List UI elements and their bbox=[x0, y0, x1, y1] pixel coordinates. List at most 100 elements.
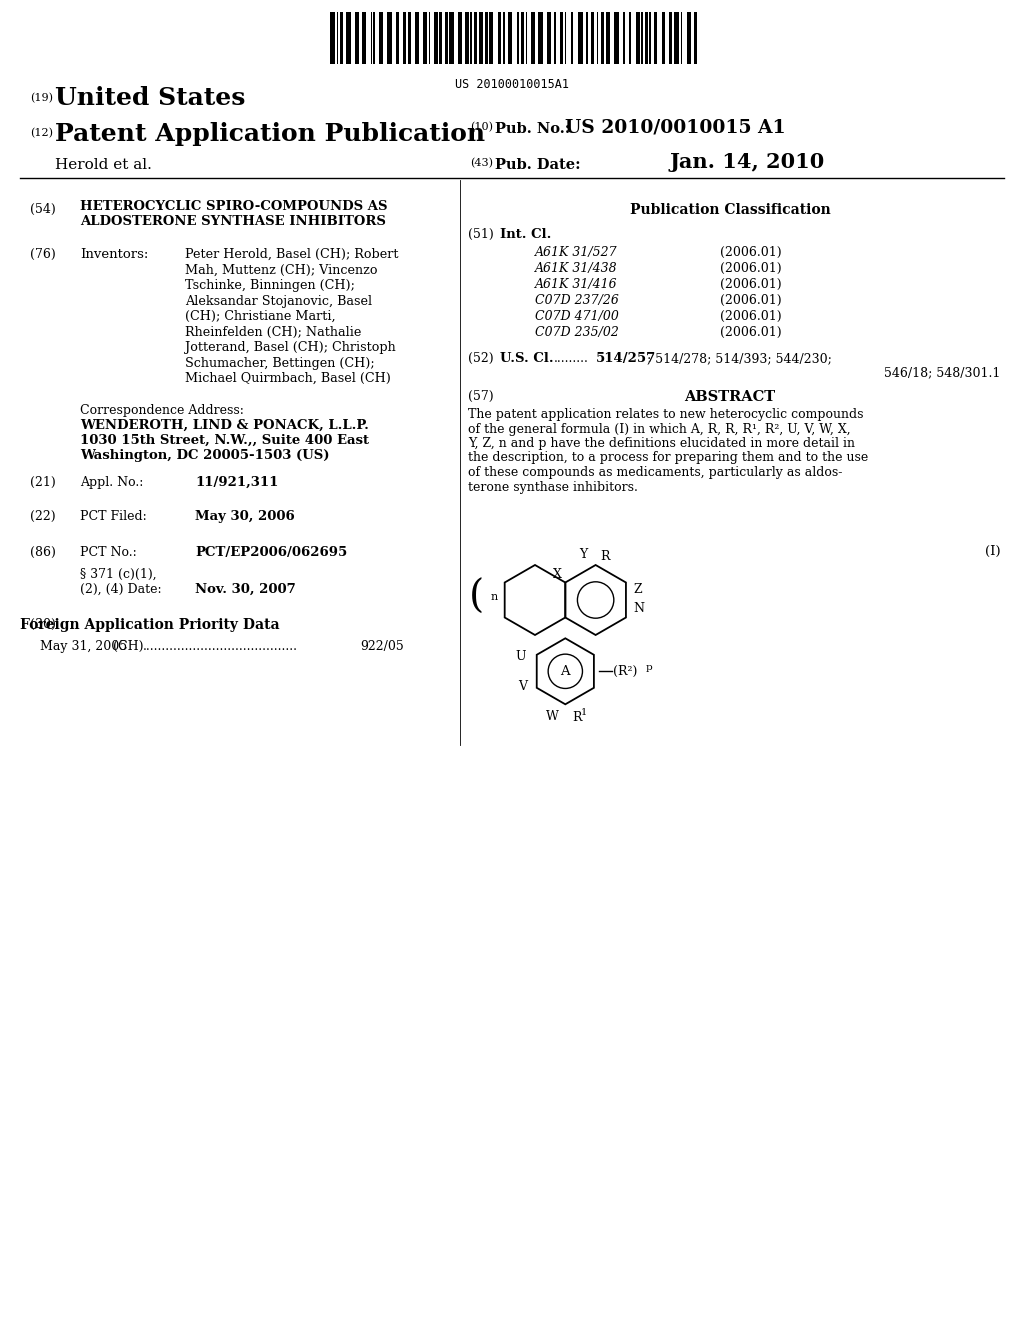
Bar bbox=[498, 12, 501, 63]
Text: Rheinfelden (CH); Nathalie: Rheinfelden (CH); Nathalie bbox=[185, 326, 361, 338]
Text: n: n bbox=[490, 591, 498, 602]
Text: Publication Classification: Publication Classification bbox=[630, 203, 830, 216]
Text: May 31, 2005: May 31, 2005 bbox=[40, 640, 127, 653]
Text: (CH): (CH) bbox=[113, 640, 143, 653]
Bar bbox=[423, 12, 427, 63]
Text: (2006.01): (2006.01) bbox=[720, 310, 781, 323]
Text: (52): (52) bbox=[468, 352, 494, 366]
Bar bbox=[592, 12, 594, 63]
Text: PCT No.:: PCT No.: bbox=[80, 546, 137, 558]
Bar bbox=[649, 12, 651, 63]
Text: R: R bbox=[601, 550, 610, 564]
Bar bbox=[645, 12, 648, 63]
Bar bbox=[662, 12, 666, 63]
Text: (CH); Christiane Marti,: (CH); Christiane Marti, bbox=[185, 310, 336, 323]
Bar bbox=[601, 12, 604, 63]
Text: May 30, 2006: May 30, 2006 bbox=[195, 510, 295, 523]
Bar bbox=[521, 12, 524, 63]
Text: PCT/EP2006/062695: PCT/EP2006/062695 bbox=[195, 546, 347, 558]
Text: Appl. No.:: Appl. No.: bbox=[80, 477, 143, 488]
Text: Nov. 30, 2007: Nov. 30, 2007 bbox=[195, 583, 296, 597]
Text: Jotterand, Basel (CH); Christoph: Jotterand, Basel (CH); Christoph bbox=[185, 341, 395, 354]
Text: A61K 31/438: A61K 31/438 bbox=[535, 261, 617, 275]
Bar bbox=[614, 12, 618, 63]
Bar bbox=[547, 12, 551, 63]
Text: (2), (4) Date:: (2), (4) Date: bbox=[80, 583, 162, 597]
Bar bbox=[354, 12, 358, 63]
Text: Correspondence Address:: Correspondence Address: bbox=[80, 404, 244, 417]
Bar bbox=[564, 12, 566, 63]
Text: United States: United States bbox=[55, 86, 246, 110]
Text: terone synthase inhibitors.: terone synthase inhibitors. bbox=[468, 480, 638, 494]
Text: of the general formula (I) in which A, R, R, R¹, R², U, V, W, X,: of the general formula (I) in which A, R… bbox=[468, 422, 851, 436]
Text: Y, Z, n and p have the definitions elucidated in more detail in: Y, Z, n and p have the definitions eluci… bbox=[468, 437, 855, 450]
Text: PCT Filed:: PCT Filed: bbox=[80, 510, 146, 523]
Bar bbox=[387, 12, 392, 63]
Text: Schumacher, Bettingen (CH);: Schumacher, Bettingen (CH); bbox=[185, 356, 375, 370]
Bar bbox=[337, 12, 338, 63]
Text: X: X bbox=[552, 568, 561, 581]
Bar bbox=[530, 12, 536, 63]
Text: 546/18; 548/301.1: 546/18; 548/301.1 bbox=[884, 366, 1000, 379]
Bar bbox=[330, 12, 335, 63]
Bar bbox=[503, 12, 506, 63]
Text: ........................................: ........................................ bbox=[143, 640, 298, 653]
Bar bbox=[539, 12, 543, 63]
Bar bbox=[508, 12, 512, 63]
Bar bbox=[630, 12, 632, 63]
Text: Michael Quirmbach, Basel (CH): Michael Quirmbach, Basel (CH) bbox=[185, 372, 391, 385]
Text: Herold et al.: Herold et al. bbox=[55, 158, 152, 172]
Text: (76): (76) bbox=[30, 248, 55, 261]
Text: Inventors:: Inventors: bbox=[80, 248, 148, 261]
Text: the description, to a process for preparing them and to the use: the description, to a process for prepar… bbox=[468, 451, 868, 465]
Text: Z: Z bbox=[634, 583, 642, 597]
Text: (2006.01): (2006.01) bbox=[720, 246, 781, 259]
Text: .........: ......... bbox=[554, 352, 589, 366]
Text: U.S. Cl.: U.S. Cl. bbox=[500, 352, 554, 366]
Bar bbox=[479, 12, 483, 63]
Text: ABSTRACT: ABSTRACT bbox=[684, 389, 775, 404]
Text: 1: 1 bbox=[581, 709, 587, 717]
Text: A61K 31/527: A61K 31/527 bbox=[535, 246, 617, 259]
Text: (: ( bbox=[469, 578, 484, 615]
Text: (57): (57) bbox=[468, 389, 494, 403]
Text: Patent Application Publication: Patent Application Publication bbox=[55, 121, 485, 147]
Text: p: p bbox=[645, 663, 652, 672]
Text: ; 514/278; 514/393; 544/230;: ; 514/278; 514/393; 544/230; bbox=[647, 352, 831, 366]
Text: (51): (51) bbox=[468, 228, 494, 242]
Text: Pub. No.:: Pub. No.: bbox=[495, 121, 570, 136]
Text: (86): (86) bbox=[30, 546, 56, 558]
Text: Foreign Application Priority Data: Foreign Application Priority Data bbox=[20, 618, 280, 632]
Bar bbox=[517, 12, 519, 63]
Text: U: U bbox=[516, 649, 526, 663]
Text: § 371 (c)(1),: § 371 (c)(1), bbox=[80, 568, 157, 581]
Bar bbox=[340, 12, 343, 63]
Text: (43): (43) bbox=[470, 158, 493, 169]
Bar bbox=[570, 12, 573, 63]
Bar bbox=[693, 12, 697, 63]
Text: (54): (54) bbox=[30, 203, 55, 216]
Text: Jan. 14, 2010: Jan. 14, 2010 bbox=[670, 152, 825, 172]
Bar bbox=[450, 12, 454, 63]
Bar bbox=[474, 12, 476, 63]
Text: Int. Cl.: Int. Cl. bbox=[500, 228, 551, 242]
Text: 1030 15th Street, N.W.,, Suite 400 East: 1030 15th Street, N.W.,, Suite 400 East bbox=[80, 434, 369, 447]
Text: US 2010/0010015 A1: US 2010/0010015 A1 bbox=[565, 117, 785, 136]
Text: (30): (30) bbox=[30, 618, 56, 631]
Bar bbox=[408, 12, 411, 63]
Bar bbox=[687, 12, 690, 63]
Bar bbox=[674, 12, 679, 63]
Text: (I): (I) bbox=[985, 545, 1000, 558]
Bar bbox=[624, 12, 625, 63]
Text: Mah, Muttenz (CH); Vincenzo: Mah, Muttenz (CH); Vincenzo bbox=[185, 264, 378, 276]
Bar bbox=[641, 12, 643, 63]
Bar bbox=[458, 12, 462, 63]
Text: N: N bbox=[634, 602, 645, 615]
Text: of these compounds as medicaments, particularly as aldos-: of these compounds as medicaments, parti… bbox=[468, 466, 843, 479]
Bar bbox=[489, 12, 494, 63]
Bar bbox=[669, 12, 673, 63]
Text: The patent application relates to new heterocyclic compounds: The patent application relates to new he… bbox=[468, 408, 863, 421]
Bar bbox=[434, 12, 438, 63]
Text: C07D 471/00: C07D 471/00 bbox=[535, 310, 618, 323]
Text: ALDOSTERONE SYNTHASE INHIBITORS: ALDOSTERONE SYNTHASE INHIBITORS bbox=[80, 215, 386, 228]
